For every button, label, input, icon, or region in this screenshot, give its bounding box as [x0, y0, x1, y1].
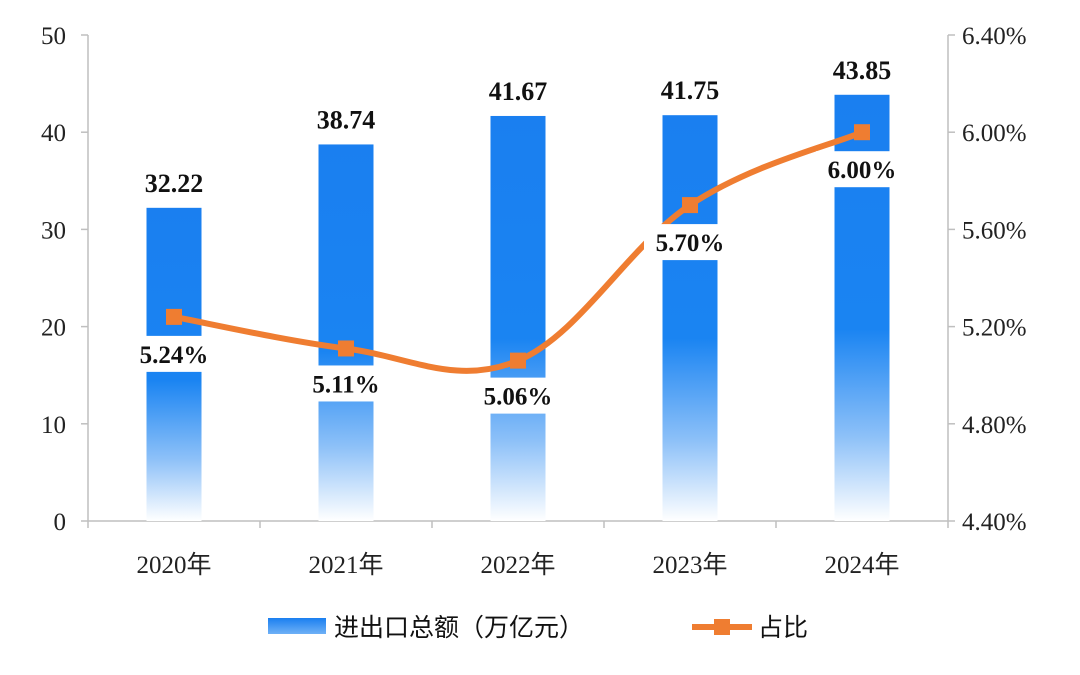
- pct-value-label: 5.06%: [484, 384, 553, 411]
- y-left-tick-label: 50: [41, 23, 66, 50]
- pct-label-bg: [816, 151, 908, 188]
- y-right-tick-label: 5.20%: [962, 315, 1027, 342]
- legend-label-bar: 进出口总额（万亿元）: [334, 613, 584, 642]
- y-right-tick-label: 5.60%: [962, 217, 1027, 244]
- bar-2022年: [490, 115, 546, 522]
- pct-value-label: 5.11%: [312, 371, 379, 398]
- bar-value-label: 32.22: [145, 169, 204, 198]
- pct-label-bg: [128, 335, 220, 372]
- x-tick-label: 2023年: [652, 551, 727, 579]
- pct-value-label: 5.24%: [140, 342, 209, 369]
- x-tick-label: 2021年: [308, 551, 383, 579]
- y-right-tick-label: 6.00%: [962, 120, 1027, 147]
- pct-label-bg: [300, 365, 392, 402]
- bar-value-label: 38.74: [317, 105, 376, 134]
- y-left-tick-label: 10: [41, 412, 66, 439]
- bar-value-label: 41.75: [661, 76, 720, 105]
- share-marker-2023年: [682, 197, 698, 214]
- y-right-tick-label: 6.40%: [962, 23, 1027, 50]
- share-marker-2021年: [338, 340, 354, 357]
- legend-swatch-marker: [714, 619, 730, 635]
- legend-swatch-bar: [268, 618, 326, 634]
- pct-label-bg: [644, 224, 736, 261]
- y-left-tick-label: 40: [41, 120, 66, 147]
- y-right-tick-label: 4.80%: [962, 412, 1027, 439]
- pct-value-label: 5.70%: [656, 230, 725, 257]
- share-marker-2024年: [854, 124, 870, 141]
- share-marker-2020年: [166, 308, 182, 325]
- x-tick-label: 2022年: [480, 551, 555, 579]
- x-tick-label: 2020年: [136, 551, 211, 579]
- y-right-tick-label: 4.40%: [962, 509, 1027, 536]
- pct-label-bg: [472, 377, 564, 414]
- x-tick-label: 2024年: [824, 551, 899, 579]
- bar-2023年: [662, 115, 718, 521]
- bar-2021年: [318, 144, 374, 521]
- share-marker-2022年: [510, 352, 526, 369]
- pct-value-label: 6.00%: [828, 157, 897, 184]
- bar-value-label: 41.67: [489, 77, 548, 106]
- y-left-tick-label: 20: [41, 315, 66, 342]
- y-left-tick-label: 30: [41, 217, 66, 244]
- y-left-tick-label: 0: [54, 509, 67, 536]
- legend-label-line: 占比: [758, 613, 808, 642]
- bar-value-label: 43.85: [833, 56, 892, 85]
